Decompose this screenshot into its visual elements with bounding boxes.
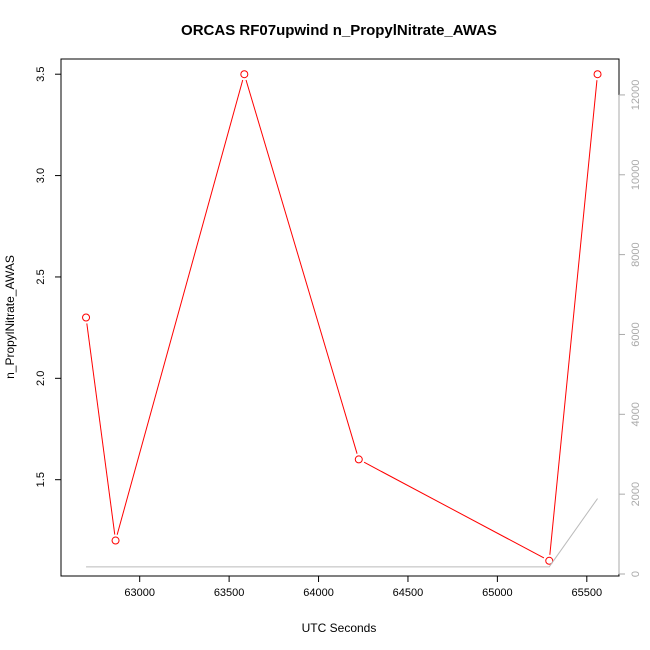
x-tick-label: 65000	[482, 587, 513, 599]
series-1-segment	[363, 461, 545, 559]
y-tick-label: 3.5	[35, 67, 47, 82]
y2-tick-label: 0	[630, 571, 642, 577]
series-1-point	[545, 556, 554, 565]
chart-title: ORCAS RF07upwind n_PropylNitrate_AWAS	[181, 22, 497, 39]
y2-tick-label: 4000	[630, 402, 642, 426]
x-axis-title: UTC Seconds	[302, 621, 377, 635]
y2-axis: 0 2000 4000 6000 8000 10000 12000	[618, 80, 642, 577]
y-axis-title: n_PropylNitrate_AWAS	[3, 255, 17, 379]
x-tick-label: 63000	[124, 587, 155, 599]
y2-tick-label: 12000	[630, 80, 642, 111]
y2-tick-label: 2000	[630, 482, 642, 506]
x-tick-label: 65500	[572, 587, 603, 599]
series-1-point	[82, 313, 91, 322]
x-axis: 63000 63500 64000 64500 65000 65500	[124, 575, 603, 599]
series-1-point	[240, 70, 249, 79]
series-1-segment	[86, 323, 116, 535]
y-tick-label: 3.0	[35, 168, 47, 183]
series-2-line	[86, 498, 598, 568]
y2-tick-label: 10000	[630, 159, 642, 190]
y-tick-label: 2.0	[35, 371, 47, 386]
series-layer	[82, 70, 602, 568]
y2-tick-label: 8000	[630, 242, 642, 266]
x-tick-label: 63500	[214, 587, 245, 599]
y-tick-label: 1.5	[35, 472, 47, 487]
series-1-point	[593, 70, 602, 79]
series-1-segment	[549, 80, 598, 555]
series-1-point	[354, 455, 363, 464]
series-1-segment	[245, 79, 358, 454]
x-tick-label: 64500	[393, 587, 424, 599]
plot-frame	[60, 58, 620, 577]
y-axis: 1.5 2.0 2.5 3.0 3.5	[35, 67, 62, 487]
series-1-segment	[116, 79, 244, 535]
x-tick-label: 64000	[303, 587, 334, 599]
y-tick-label: 2.5	[35, 269, 47, 284]
series-1-point	[111, 536, 120, 545]
y2-tick-label: 6000	[630, 322, 642, 346]
